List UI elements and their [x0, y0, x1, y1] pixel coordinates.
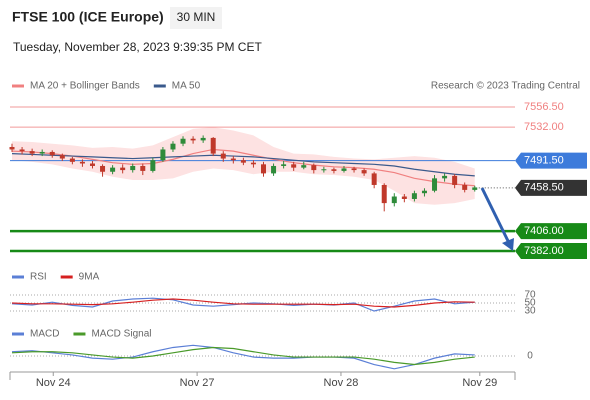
candle-body — [301, 165, 307, 168]
timeframe: 30 MIN — [177, 10, 216, 24]
x-tick-label: Nov 29 — [462, 377, 497, 389]
chart-title: FTSE 100 (ICE Europe) — [12, 9, 164, 25]
candle-body — [261, 164, 267, 174]
x-tick-label: Nov 24 — [36, 377, 71, 389]
candle-body — [271, 165, 277, 174]
forecast-arrow — [480, 187, 511, 244]
candle-body — [321, 169, 327, 171]
candle-body — [49, 151, 55, 156]
level-label: 7491.50 — [524, 155, 564, 167]
candle-body — [120, 167, 126, 171]
candle-body — [250, 162, 256, 165]
candle-body — [110, 167, 116, 172]
x-tick-label: Nov 27 — [180, 377, 215, 389]
candle-body — [9, 146, 15, 150]
candle-body — [442, 175, 448, 179]
legend-label: 9MA — [79, 272, 100, 283]
y-tick-label: 30 — [524, 306, 536, 317]
candle-body — [140, 165, 146, 171]
candle-body — [220, 153, 226, 159]
legend-label: MACD — [30, 329, 59, 340]
bollinger-band — [12, 127, 475, 205]
y-tick-label: 0 — [527, 351, 533, 362]
candle-body — [381, 184, 387, 204]
level-label: 7532.00 — [524, 121, 564, 133]
candle-body — [69, 158, 75, 162]
level-label: 7458.50 — [524, 182, 564, 194]
source: Research © 2023 Trading Central — [431, 81, 580, 92]
candle-body — [432, 178, 438, 191]
indicator-line — [11, 346, 475, 366]
legend-label: MACD Signal — [91, 329, 151, 340]
legend-label: MA 50 — [172, 81, 201, 92]
candle-body — [472, 187, 478, 190]
plot: 7556.50 7532.00 7491.50 7458.50 7406.00 7382.… — [9, 81, 587, 389]
candle-body — [190, 138, 196, 141]
candle-body — [79, 161, 85, 164]
indicator-line — [11, 344, 475, 370]
level-label-box — [515, 179, 587, 196]
candle-body — [130, 165, 136, 171]
legend-label: MA 20 + Bollinger Bands — [30, 81, 140, 92]
level-label: 7382.00 — [524, 245, 564, 257]
level-label-box — [515, 152, 587, 169]
candle-body — [170, 143, 176, 150]
candle-body — [59, 155, 65, 159]
candle-body — [100, 165, 106, 172]
candle-body — [452, 175, 458, 185]
forecast-arrowhead — [502, 238, 514, 251]
ma-line — [11, 152, 475, 177]
candle-body — [210, 137, 216, 154]
candle-body — [291, 164, 297, 168]
candle-body — [401, 196, 407, 199]
indicator-line — [11, 298, 475, 308]
candle-body — [29, 151, 35, 154]
subtitle: Tuesday, November 28, 2023 9:39:35 PM CE… — [13, 40, 262, 54]
candle-body — [371, 173, 377, 185]
candle-body — [230, 158, 236, 161]
x-tick-label: Nov 28 — [324, 377, 359, 389]
level-label: 7406.00 — [524, 225, 564, 237]
candle-body — [39, 151, 45, 154]
candle-body — [462, 184, 468, 190]
candle-body — [391, 196, 397, 204]
legend-label: RSI — [30, 272, 47, 283]
level-label-box — [515, 242, 587, 259]
y-tick-label: 70 — [524, 290, 536, 301]
candle-body — [411, 193, 417, 199]
candle-body — [180, 138, 186, 144]
candle-body — [421, 190, 427, 194]
candle-body — [19, 149, 25, 152]
candle-body — [331, 169, 337, 171]
level-label-box — [515, 223, 587, 240]
candle-body — [281, 164, 287, 166]
timeframe-box — [170, 7, 222, 29]
candle-body — [160, 149, 166, 161]
candle-body — [361, 170, 367, 174]
candle-body — [89, 163, 95, 166]
candle-body — [200, 137, 206, 141]
candle-body — [150, 160, 156, 171]
candle-body — [341, 168, 347, 171]
level-label: 7556.50 — [524, 101, 564, 113]
candle-body — [240, 160, 246, 163]
y-tick-label: 50 — [524, 298, 536, 309]
candle-body — [311, 165, 317, 171]
ma-line — [11, 148, 475, 187]
candle-body — [351, 168, 357, 171]
